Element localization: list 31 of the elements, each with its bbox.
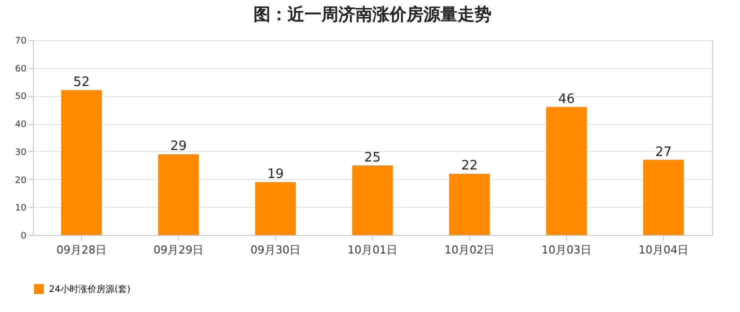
data-label: 19 — [267, 167, 284, 182]
data-label: 46 — [558, 92, 575, 107]
x-tick-label: 09月30日 — [250, 244, 300, 256]
bar — [255, 182, 296, 235]
data-label: 25 — [364, 150, 381, 166]
bar — [643, 160, 684, 235]
x-tick-label: 10月03日 — [542, 244, 592, 256]
data-label: 29 — [170, 139, 187, 154]
data-label: 52 — [73, 75, 90, 90]
x-tick-label: 09月28日 — [56, 244, 106, 256]
y-tick-label: 0 — [20, 232, 27, 242]
bar — [449, 174, 490, 235]
y-tick-label: 40 — [15, 120, 27, 130]
legend-label: 24小时涨价房源(套) — [49, 284, 130, 295]
y-tick-label: 10 — [15, 204, 27, 214]
bar — [352, 165, 393, 235]
x-tick-label: 10月02日 — [444, 244, 494, 256]
x-tick-label: 09月29日 — [154, 244, 204, 256]
data-label: 27 — [655, 144, 672, 160]
bar — [158, 154, 199, 235]
bar — [546, 106, 587, 235]
y-tick-label: 70 — [15, 36, 27, 46]
y-tick-label: 60 — [15, 64, 27, 74]
y-tick-label: 20 — [15, 176, 27, 186]
chart-title: 图：近一周济南涨价房源量走势 — [254, 5, 492, 25]
x-tick-label: 10月01日 — [348, 244, 398, 256]
x-tick-label: 10月04日 — [638, 244, 688, 256]
data-label: 22 — [461, 158, 478, 174]
y-tick-label: 30 — [15, 148, 27, 158]
bar — [61, 90, 102, 235]
y-tick-label: 50 — [15, 92, 27, 102]
